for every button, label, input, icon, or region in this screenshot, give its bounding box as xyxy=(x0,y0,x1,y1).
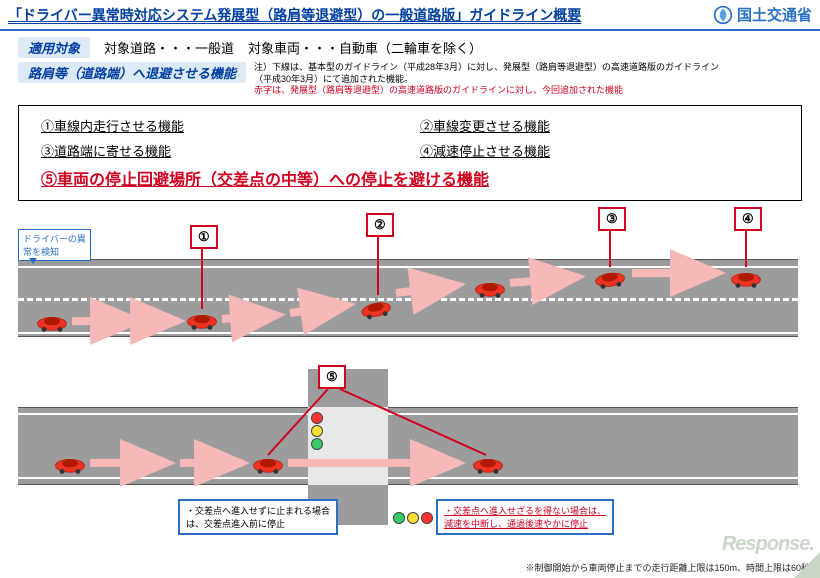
scope-tag: 適用対象 xyxy=(18,37,90,58)
car-icon xyxy=(252,459,282,473)
func-3: ③道路端に寄せる機能 xyxy=(41,141,400,160)
callout-line xyxy=(201,249,203,309)
driver-alert-box: ドライバーの異 常を検知 xyxy=(18,229,91,261)
page-title: 「ドライバー異常時対応システム発展型（路肩等退避型）の一般道路版」ガイドライン概… xyxy=(8,5,713,25)
callout-line xyxy=(377,237,379,295)
car-icon xyxy=(186,311,218,331)
scope-roads: 対象道路・・・一般道 xyxy=(104,38,234,57)
callout-4: ④ xyxy=(734,207,762,231)
note-box-1: ・交差点へ進入せずに止まれる場合は、交差点進入前に停止 xyxy=(178,499,338,535)
func-4: ④減速停止させる機能 xyxy=(420,141,779,160)
page-corner xyxy=(794,552,820,578)
car-icon xyxy=(730,273,760,287)
car-icon xyxy=(472,455,504,475)
callout-5: ⑤ xyxy=(318,365,346,389)
car-icon xyxy=(186,315,216,329)
func-1: ①車線内走行させる機能 xyxy=(41,116,400,135)
car-icon xyxy=(593,272,626,291)
func-5: ⑤車両の停止回避場所（交差点の中等）への停止を避ける機能 xyxy=(41,166,779,190)
note-box-2: ・交差点へ進入せざるを得ない場合は、減速を中断し、通過後速やかに停止 xyxy=(436,499,614,535)
car-icon xyxy=(54,455,86,475)
scope-note: 注）下線は、基本型のガイドライン（平成28年3月）に対し、発展型（路肩等退避型）… xyxy=(254,62,719,97)
functions-box: ①車線内走行させる機能 ②車線変更させる機能 ③道路端に寄せる機能 ④減速停止さ… xyxy=(18,105,802,201)
callout-line xyxy=(609,231,611,267)
motion-arrows-1 xyxy=(18,259,798,337)
callout-2: ② xyxy=(366,213,394,237)
car-icon xyxy=(36,313,68,333)
motion-arrows-2 xyxy=(18,407,798,485)
scope-vehicles: 対象車両・・・自動車（二輪車を除く） xyxy=(248,38,482,57)
ministry-logo: 国土交通省 xyxy=(713,4,812,25)
car-icon xyxy=(474,279,506,299)
traffic-light-horizontal xyxy=(392,511,434,525)
callout-3: ③ xyxy=(598,207,626,231)
function-tag: 路肩等（道路端）へ退避させる機能 xyxy=(18,62,246,83)
footnote: ※制御開始から車両停止までの走行距離上限は150m、時間上限は60秒 xyxy=(525,561,810,574)
car-icon xyxy=(252,455,284,475)
car-icon xyxy=(474,283,504,297)
func-2: ②車線変更させる機能 xyxy=(420,116,779,135)
car-icon xyxy=(36,317,66,331)
car-icon xyxy=(730,269,762,289)
car-icon xyxy=(472,459,502,473)
road-diagram: ドライバーの異 常を検知 ① ② ③ ④ xyxy=(18,211,798,561)
car-icon xyxy=(54,459,84,473)
callout-line xyxy=(745,231,747,267)
callout-1: ① xyxy=(190,225,218,249)
ministry-icon xyxy=(713,5,733,25)
ministry-name: 国土交通省 xyxy=(737,4,812,25)
